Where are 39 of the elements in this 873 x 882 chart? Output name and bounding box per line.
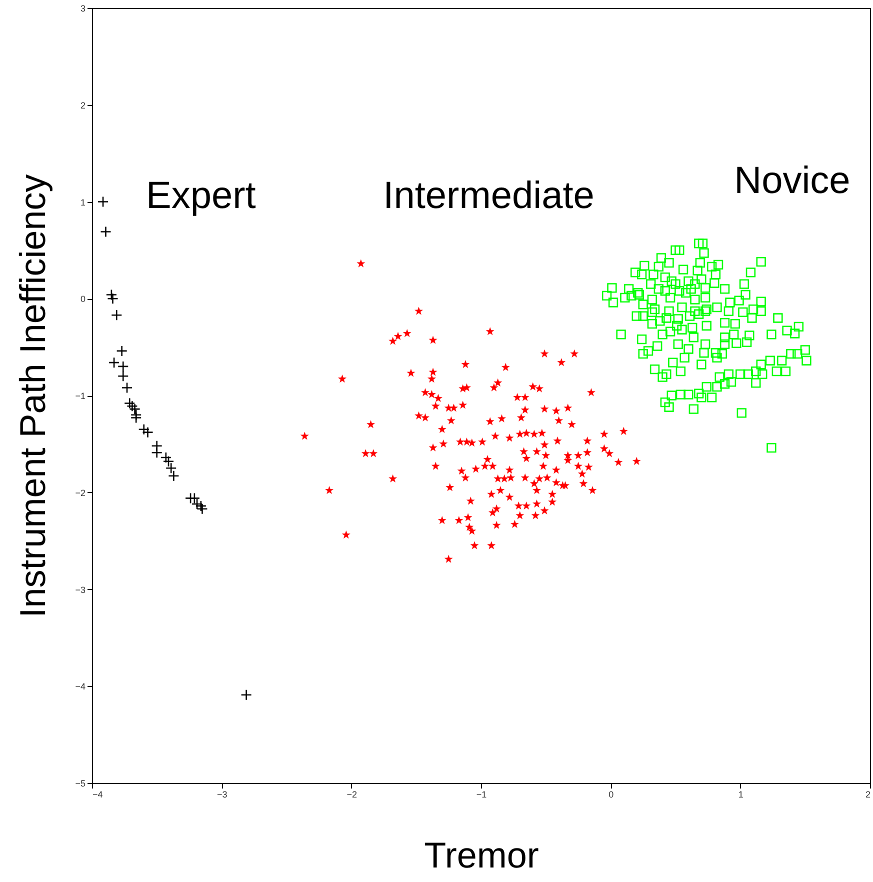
annotation: Expert (146, 175, 256, 217)
y-tick-label: −2 (75, 488, 86, 498)
y-tick-label: 2 (80, 100, 86, 110)
x-tick-label: −2 (346, 790, 357, 800)
y-tick-label: −1 (75, 391, 86, 401)
point (121, 382, 133, 394)
y-tick-label: −3 (75, 584, 86, 595)
point (151, 447, 162, 458)
x-axis-title: Tremor (424, 834, 539, 876)
point (126, 400, 138, 412)
point (108, 356, 120, 368)
x-tick-label: −1 (476, 790, 487, 800)
point (142, 426, 154, 438)
x-tick-label: 2 (865, 790, 870, 800)
point (168, 470, 180, 482)
point (160, 452, 172, 464)
y-tick-label: 0 (80, 294, 86, 304)
point (130, 412, 142, 424)
point (116, 345, 128, 357)
y-tick-label: 3 (80, 4, 86, 14)
point (110, 309, 122, 321)
point (106, 289, 118, 300)
point (117, 370, 129, 382)
x-tick-label: −3 (217, 790, 228, 800)
x-tick-label: 0 (608, 790, 614, 800)
y-tick-label: −4 (75, 682, 86, 692)
point (138, 424, 150, 436)
point (97, 196, 109, 208)
point (240, 689, 252, 700)
x-tick-label: 1 (738, 790, 744, 800)
x-tick-label: −4 (92, 790, 103, 800)
y-tick-label: 1 (80, 197, 86, 208)
y-axis-title: Instrument Path Inefficiency (12, 174, 54, 618)
point (117, 360, 129, 372)
y-tick-label: −5 (75, 778, 86, 788)
point (100, 226, 112, 238)
point (107, 292, 118, 304)
annotation: Intermediate (383, 175, 594, 217)
annotation: Novice (734, 160, 850, 202)
